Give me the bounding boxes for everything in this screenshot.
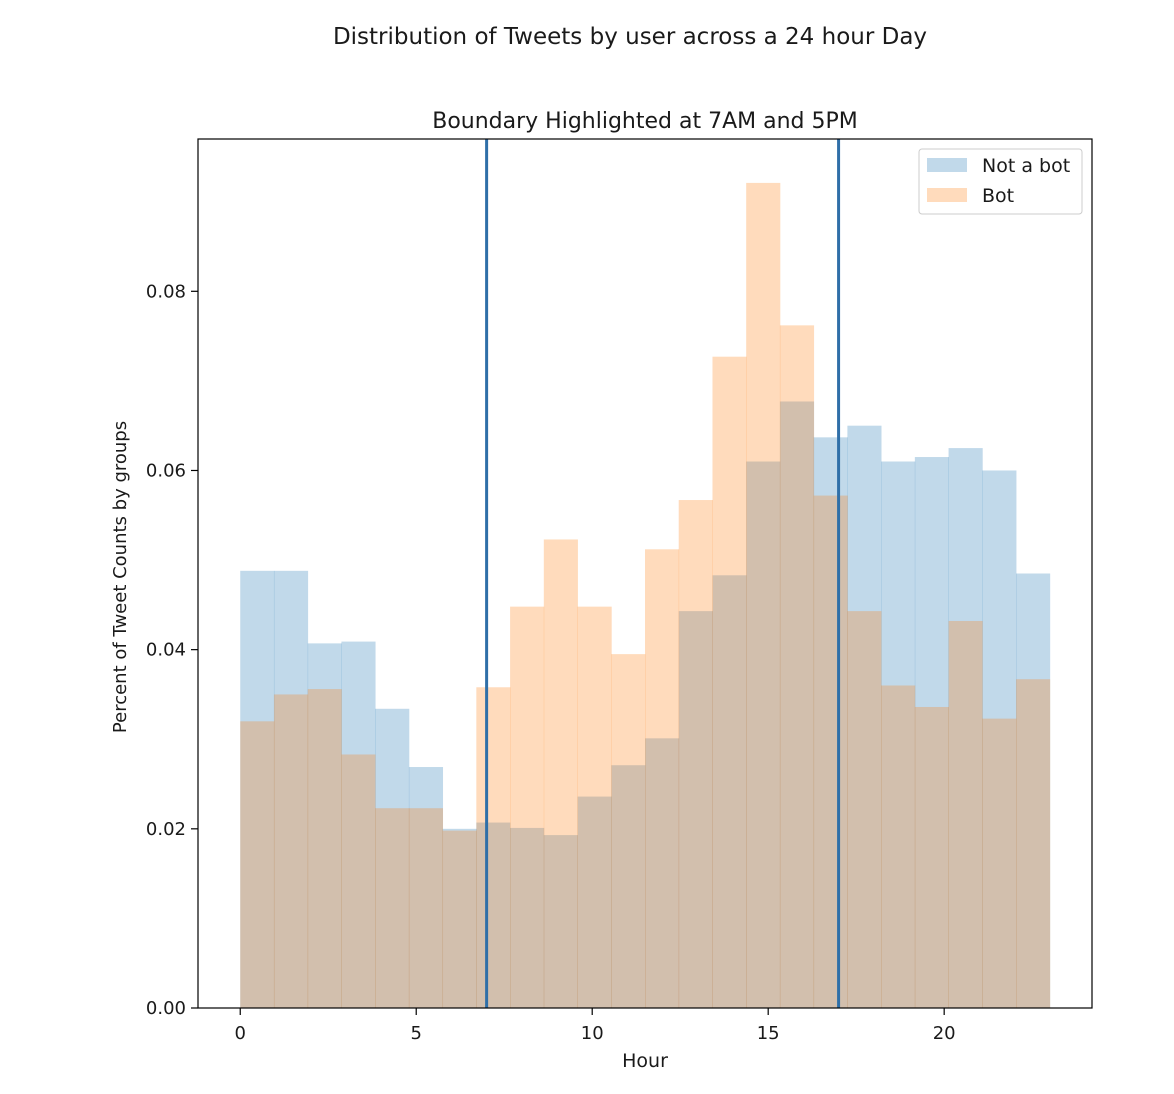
y-tick-label-1: 0.02	[146, 819, 186, 840]
bar-not-a-bot-bin-23	[1016, 573, 1051, 1008]
bar-not-a-bot-bin-5	[408, 767, 444, 1008]
bar-not-a-bot-bin-2	[307, 643, 342, 1008]
figure-title: Distribution of Tweets by user across a …	[333, 24, 927, 50]
bar-not-a-bot-bin-7	[476, 822, 511, 1008]
x-axis-label: Hour	[622, 1050, 668, 1072]
bar-bot-bin-17	[813, 495, 848, 1008]
y-axis-label: Percent of Tweet Counts by groups	[110, 421, 131, 733]
bar-not-a-bot-bin-13	[678, 611, 713, 1008]
bar-bot-bin-21	[948, 620, 983, 1008]
x-tick-label-5: 5	[410, 1023, 421, 1044]
bar-bot-bin-16	[779, 325, 815, 1008]
chart-subtitle: Boundary Highlighted at 7AM and 5PM	[432, 109, 858, 134]
bar-bot-bin-11	[611, 654, 646, 1008]
bar-bot-bin-10	[577, 606, 612, 1008]
bar-bot-bin-4	[375, 808, 410, 1008]
plot-area: 0 5 10 15 20 0.00 0.02 0.04 0.06 0.08	[146, 138, 1093, 1044]
bar-bot-bin-12	[645, 549, 680, 1008]
bar-bot-bin-5	[408, 808, 444, 1008]
bar-not-a-bot-bin-10	[577, 796, 612, 1008]
axes-frame	[197, 138, 1093, 1009]
bar-bot-bin-9	[543, 539, 578, 1008]
bar-not-a-bot-bin-20	[914, 457, 949, 1008]
bar-not-a-bot-bin-6	[442, 828, 477, 1008]
bar-bot-bin-8	[510, 606, 545, 1008]
legend: Not a bot Bot	[918, 148, 1083, 215]
y-tick-label-3: 0.06	[146, 460, 186, 481]
bar-not-a-bot-bin-4	[375, 708, 410, 1008]
x-axis-ticks: 0 5 10 15 20	[235, 1008, 956, 1044]
bar-not-a-bot-bin-19	[881, 461, 916, 1008]
bar-not-a-bot-bin-15	[746, 461, 781, 1008]
y-tick-label-0: 0.00	[146, 998, 186, 1019]
legend-swatch-bot	[927, 188, 967, 202]
bar-bot-bin-7	[476, 687, 511, 1008]
bar-bot-bin-0	[240, 721, 275, 1008]
x-tick-label-0: 0	[235, 1023, 246, 1044]
bar-not-a-bot-bin-14	[712, 575, 747, 1008]
x-tick-label-20: 20	[933, 1023, 956, 1044]
bar-bot-bin-22	[982, 718, 1017, 1008]
legend-label-not-a-bot: Not a bot	[982, 155, 1070, 177]
y-tick-label-2: 0.04	[146, 640, 186, 661]
bar-not-a-bot-bin-21	[948, 448, 983, 1008]
bar-bot-bin-15	[746, 182, 781, 1008]
bar-not-a-bot-bin-8	[510, 827, 545, 1008]
bar-not-a-bot-bin-22	[982, 470, 1017, 1008]
bar-bot-bin-13	[678, 500, 713, 1008]
bar-bot-bin-20	[914, 706, 949, 1008]
legend-swatch-not-a-bot	[927, 158, 967, 172]
histogram-bars	[240, 182, 1051, 1009]
bar-not-a-bot-bin-12	[645, 738, 680, 1008]
x-tick-label-10: 10	[581, 1023, 604, 1044]
bar-bot-bin-14	[712, 356, 747, 1008]
bar-not-a-bot-bin-18	[847, 425, 882, 1008]
y-axis-ticks: 0.00 0.02 0.04 0.06 0.08	[146, 281, 198, 1019]
x-tick-label-15: 15	[757, 1023, 780, 1044]
bar-not-a-bot-bin-16	[779, 401, 815, 1008]
bar-bot-bin-6	[442, 830, 477, 1008]
bar-not-a-bot-bin-11	[611, 765, 646, 1008]
legend-label-bot: Bot	[982, 185, 1014, 207]
bar-not-a-bot-bin-9	[543, 835, 578, 1008]
bar-bot-bin-2	[307, 689, 342, 1008]
bar-bot-bin-23	[1016, 679, 1051, 1008]
bar-not-a-bot-bin-3	[341, 641, 376, 1008]
bar-bot-bin-19	[881, 685, 916, 1008]
bar-not-a-bot-bin-0	[240, 570, 275, 1008]
bar-bot-bin-3	[341, 754, 376, 1008]
bar-bot-bin-18	[847, 611, 882, 1008]
bar-not-a-bot-bin-1	[273, 570, 309, 1008]
legend-frame	[918, 148, 1083, 215]
bar-not-a-bot-bin-17	[813, 437, 848, 1009]
bar-bot-bin-1	[273, 694, 309, 1008]
y-tick-label-4: 0.08	[146, 281, 186, 302]
boundary-lines	[485, 139, 841, 1008]
